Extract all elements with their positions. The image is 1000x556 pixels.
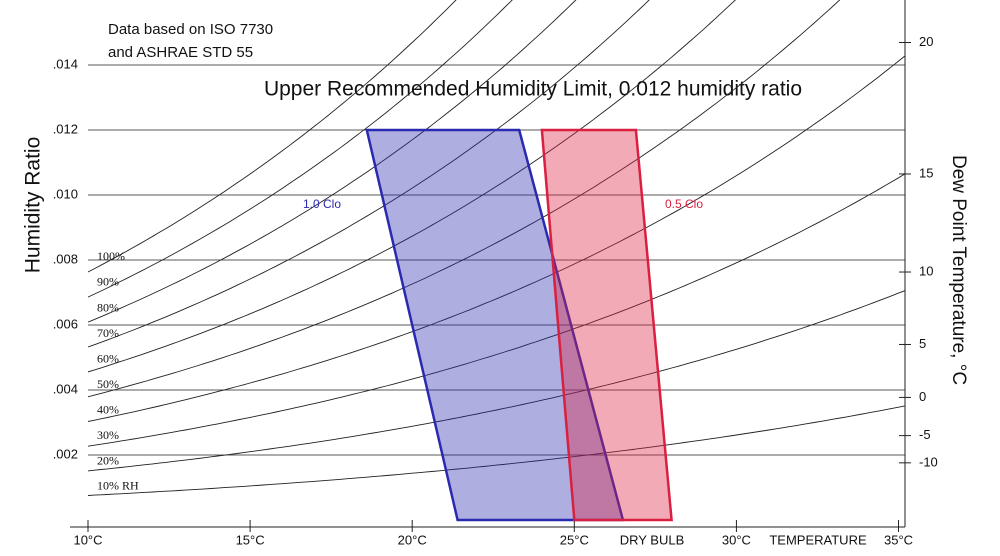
zone-label: 1.0 Clo: [303, 197, 341, 211]
rh-label: 40%: [97, 403, 119, 417]
rh-curve: [88, 0, 736, 373]
x-axis-label: DRY BULB: [620, 532, 685, 547]
y-axis-label: Humidity Ratio: [22, 137, 45, 274]
rh-curve: [88, 0, 513, 298]
y-tick-label: .004: [53, 381, 78, 396]
rh-label: 20%: [97, 453, 119, 467]
rh-label: 100%: [97, 249, 125, 263]
x-tick-label: 20°C: [398, 532, 427, 547]
annotation: Upper Recommended Humidity Limit, 0.012 …: [264, 78, 802, 101]
rh-label: 90%: [97, 275, 119, 289]
y-tick-label: .008: [53, 251, 78, 266]
x-tick-label: 35°C: [884, 532, 913, 547]
rh-label: 30%: [97, 428, 119, 442]
y-tick-label: .010: [53, 186, 78, 201]
y2-tick-label: 0: [919, 389, 926, 404]
y-tick-label: .012: [53, 121, 78, 136]
y2-tick-label: 5: [919, 336, 926, 351]
x-tick-label: 30°C: [722, 532, 751, 547]
rh-curve: [88, 405, 905, 496]
y2-tick-label: 20: [919, 34, 933, 49]
rh-curve: [88, 173, 905, 447]
y2-tick-label: 15: [919, 165, 933, 180]
x-axis-label: TEMPERATURE: [769, 532, 867, 547]
note: Data based on ISO 7730: [108, 21, 273, 38]
rh-label: 10% RH: [97, 479, 139, 493]
rh-label: 50%: [97, 377, 119, 391]
x-tick-label: 25°C: [560, 532, 589, 547]
y-tick-label: .014: [53, 56, 78, 71]
note: and ASHRAE STD 55: [108, 44, 253, 61]
rh-label: 60%: [97, 352, 119, 366]
x-tick-label: 15°C: [236, 532, 265, 547]
y2-tick-label: -10: [919, 454, 938, 469]
zone-label: 0.5 Clo: [665, 197, 703, 211]
rh-curve: [88, 0, 577, 323]
y2-tick-label: 10: [919, 263, 933, 278]
x-tick-label: 10°C: [73, 532, 102, 547]
rh-curve: [88, 0, 457, 273]
y2-axis-label: Dew Point Temperature, °C: [948, 155, 969, 385]
rh-curve: [88, 0, 841, 398]
y-tick-label: .006: [53, 316, 78, 331]
comfort-zone: [540, 128, 673, 522]
y-tick-label: .002: [53, 446, 78, 461]
rh-label: 70%: [97, 326, 119, 340]
rh-label: 80%: [97, 300, 119, 314]
y2-tick-label: -5: [919, 427, 931, 442]
